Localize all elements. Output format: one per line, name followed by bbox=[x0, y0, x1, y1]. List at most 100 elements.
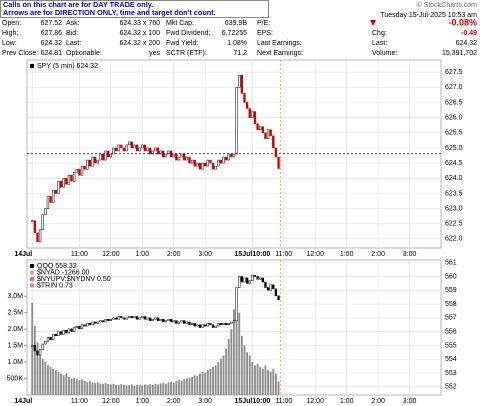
candle bbox=[190, 323, 194, 325]
x-tick-label: 2:00 bbox=[371, 398, 385, 405]
candle bbox=[65, 178, 68, 185]
candle bbox=[44, 208, 47, 215]
candle bbox=[67, 174, 71, 185]
candle bbox=[238, 74, 241, 88]
volume-bar bbox=[248, 355, 251, 395]
candle bbox=[141, 144, 144, 149]
volume-bar bbox=[88, 381, 91, 395]
quote-value: 624.32 x 200 bbox=[120, 40, 161, 47]
candle bbox=[235, 87, 238, 155]
candle bbox=[117, 144, 120, 152]
legend-label: QQQ 558.32 bbox=[37, 263, 77, 270]
volume-bar bbox=[209, 368, 212, 395]
volume-bar bbox=[57, 371, 60, 395]
volume-bar bbox=[104, 383, 107, 395]
candle bbox=[135, 316, 139, 320]
volume-bar bbox=[272, 368, 275, 395]
candle bbox=[109, 153, 113, 158]
notice-box bbox=[0, 0, 269, 18]
candle bbox=[274, 288, 278, 297]
candle bbox=[269, 284, 272, 291]
volume-bar bbox=[31, 302, 34, 395]
volume-bar bbox=[107, 384, 110, 395]
volume-bar bbox=[233, 309, 235, 395]
volume-bar bbox=[172, 382, 175, 395]
candle bbox=[104, 318, 107, 323]
volume-bar bbox=[217, 362, 220, 395]
candle bbox=[196, 162, 199, 167]
candle bbox=[120, 316, 123, 319]
candle bbox=[264, 281, 267, 288]
volume-bar bbox=[230, 329, 233, 395]
candle bbox=[214, 165, 217, 170]
x-tick-label: 2:00 bbox=[167, 251, 181, 258]
candle bbox=[269, 129, 272, 137]
candle bbox=[277, 156, 280, 169]
volume-bar bbox=[204, 372, 207, 395]
candle bbox=[46, 196, 50, 209]
y-tick-label: 627.5 bbox=[445, 69, 463, 76]
y-tick-label: 623.0 bbox=[445, 205, 463, 212]
candle bbox=[31, 345, 34, 347]
candle bbox=[243, 277, 246, 283]
x-tick-label: 3:00 bbox=[403, 251, 417, 258]
candle bbox=[83, 324, 86, 327]
candle bbox=[151, 318, 154, 321]
volume-bar bbox=[52, 368, 55, 395]
volume-bar bbox=[219, 358, 222, 395]
candle bbox=[114, 147, 118, 152]
volume-bar bbox=[240, 335, 243, 395]
candle bbox=[41, 343, 44, 350]
candle bbox=[180, 320, 183, 323]
candle bbox=[259, 126, 262, 130]
volume-bar bbox=[267, 370, 269, 395]
candle bbox=[133, 144, 136, 149]
x-tick-label: 11:00 bbox=[275, 398, 292, 405]
candle bbox=[206, 159, 209, 167]
candle bbox=[148, 147, 152, 155]
quote-label: Open: bbox=[2, 20, 21, 27]
volume-bar bbox=[275, 373, 277, 395]
volume-bar bbox=[246, 352, 249, 395]
candle bbox=[41, 214, 44, 231]
candle bbox=[277, 295, 280, 300]
candle bbox=[75, 168, 78, 173]
x-tick-label: 1:00 bbox=[135, 251, 149, 258]
y-tick-label: 553 bbox=[445, 370, 457, 377]
volume-bar bbox=[154, 383, 157, 395]
candle bbox=[245, 277, 249, 284]
volume-bar bbox=[193, 375, 196, 395]
quote-label: Fwd Yield: bbox=[166, 40, 198, 47]
quote-label: Fwd Dividend: bbox=[166, 30, 210, 37]
volume-bar bbox=[78, 380, 81, 395]
candle bbox=[240, 276, 244, 283]
legend-swatch bbox=[30, 283, 34, 288]
candle bbox=[272, 284, 275, 290]
candle bbox=[206, 323, 209, 327]
volume-bar bbox=[123, 384, 125, 395]
candle bbox=[44, 341, 47, 345]
volume-bar bbox=[264, 365, 267, 395]
volume-bar bbox=[96, 382, 99, 395]
candle bbox=[128, 141, 131, 146]
quote-label: Volume: bbox=[372, 50, 397, 57]
candle bbox=[217, 323, 220, 327]
candle bbox=[177, 156, 181, 161]
volume-bar bbox=[235, 292, 238, 395]
volume-bar bbox=[128, 385, 131, 395]
candle bbox=[130, 141, 133, 149]
candle bbox=[245, 102, 249, 109]
candle bbox=[219, 159, 223, 164]
legend-swatch bbox=[30, 277, 34, 281]
candle bbox=[91, 321, 94, 325]
candle bbox=[222, 323, 225, 325]
quote-value: 1.08% bbox=[227, 40, 247, 47]
quote-value: 624.32 bbox=[456, 40, 478, 47]
candle bbox=[159, 318, 162, 321]
candle bbox=[117, 316, 120, 320]
candle bbox=[154, 147, 157, 152]
legend-label: $NYUPV:$NYDNV 0.50 bbox=[37, 276, 111, 283]
quote-label: High: bbox=[2, 30, 18, 37]
candle bbox=[230, 153, 233, 158]
candle bbox=[172, 320, 175, 323]
